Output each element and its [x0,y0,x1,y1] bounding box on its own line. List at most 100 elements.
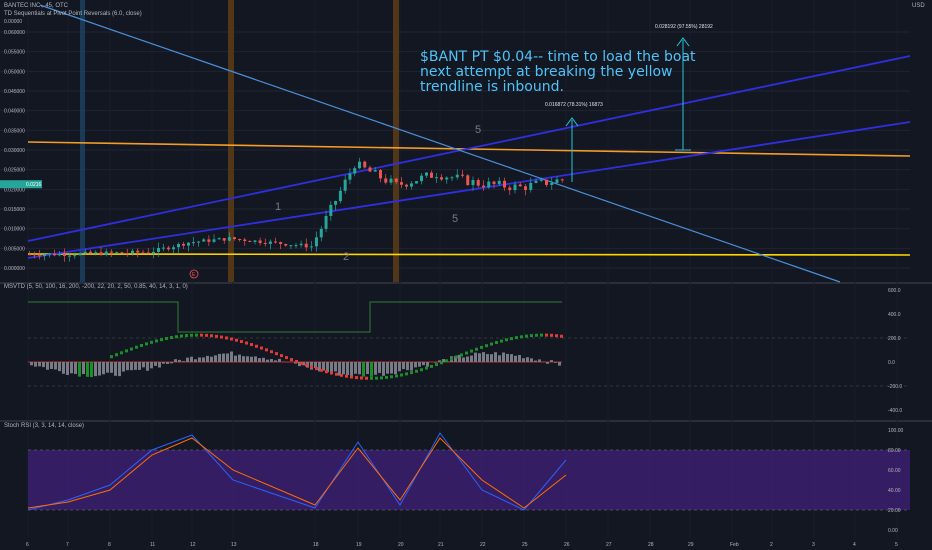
y-tick-label: 0.030000 [4,148,25,154]
candle [48,253,51,255]
msvtd-dot [275,352,278,356]
msvtd-bar [522,358,525,362]
msvtd-dot [470,349,473,353]
msvtd-bar [362,362,365,377]
msvtd-dot [340,373,343,377]
msvtd-bar [62,362,65,374]
candle [141,252,145,254]
msvtd-bar [394,362,397,375]
msvtd-bar [218,353,221,362]
msvtd-bar [382,362,385,376]
msvtd-bar [354,362,357,374]
msvtd-bar [418,362,421,367]
msvtd-bar [466,356,469,362]
x-tick-label: 21 [438,542,444,548]
msvtd-bar [462,357,465,362]
x-tick-label: 7 [66,542,69,548]
candle [400,182,403,185]
annotation-line-1: $BANT PT $0.04-- time to load the boat [420,49,696,65]
msvtd-dot [370,376,373,380]
msvtd-bar [134,362,137,370]
indicator-title[interactable]: TD Sequentials at Pivot Point Reversals … [4,11,142,17]
msvtd-dot [375,376,378,380]
msvtd-bar [122,362,125,372]
candle [560,179,564,181]
candle [167,247,170,250]
msvtd-bar [530,358,533,362]
candle [513,184,517,191]
msvtd-bar [554,362,557,363]
candle [279,242,283,244]
msvtd-dot [310,365,313,369]
msvtd-dot [450,357,453,361]
msvtd-dot [410,371,413,375]
candle [315,237,318,247]
msvtd-bar [82,362,85,375]
stoch-title[interactable]: Stoch RSI (3, 3, 14, 14, close) [4,423,85,429]
msvtd-bar [258,358,261,362]
candle [529,182,533,190]
trendlines [27,4,911,283]
msvtd-title[interactable]: MSVTD (5, 50, 100, 16, 200, -200, 22, 20… [4,284,188,290]
annotation-text[interactable]: $BANT PT $0.04-- time to load the boat n… [420,49,696,95]
msvtd-dot [505,338,508,342]
msvtd-dot [345,374,348,378]
msvtd-dot [220,335,223,339]
msvtd-bar [182,361,185,362]
msvtd-dot [495,341,498,345]
msvtd-bar [54,362,57,370]
candle [233,237,236,240]
msvtd-dot [520,335,523,339]
stoch-tick-label: 40.00 [888,488,901,494]
msvtd-bar [170,362,173,364]
x-tick-label: 4 [853,542,856,548]
y-tick-label: 0.050000 [4,69,25,75]
msvtd-bar [42,362,45,368]
candle [461,174,464,176]
msvtd-dot [540,333,543,337]
msvtd-bar [538,359,541,362]
msvtd-bar [126,362,129,371]
orange-band [393,0,399,282]
msvtd-dot [260,346,263,350]
candle [304,243,308,248]
candle [120,252,124,254]
msvtd-dot [150,340,153,344]
candle [248,241,252,243]
y-tick-label: 0.015000 [4,207,25,213]
symbol-title[interactable]: BANTEC INC., 45, OTC [4,3,69,9]
msvtd-bar [30,362,33,366]
msvtd-dot [325,370,328,374]
msvtd-bar [150,362,153,369]
msvtd-bar [102,362,105,375]
msvtd-bar [226,353,229,362]
msvtd-dot [430,364,433,368]
stoch-tick-label: 60.00 [888,468,901,474]
y-tick-label: 0.010000 [4,227,25,233]
msvtd-dot [440,361,443,365]
msvtd-dot [170,336,173,340]
measure-label-2: 0.028192 (97.55%) 28192 [655,24,713,30]
msvtd-bar [370,362,373,377]
panel-separator [0,282,932,284]
msvtd-bar [270,359,273,362]
msvtd-dot [135,345,138,349]
candle [110,251,113,253]
candle [146,252,150,254]
msvtd-bar [198,357,201,362]
candle [445,177,449,180]
msvtd-bar [242,356,245,362]
candle [222,238,226,241]
msvtd-bar [454,356,457,362]
candle [289,245,293,247]
msvtd-dot [515,336,518,340]
msvtd-bar [210,356,213,362]
x-tick-label: 8 [108,542,111,548]
msvtd-dot [300,361,303,365]
candle [534,180,538,183]
msvtd-dot [420,368,423,372]
yellow-trendline [27,253,911,256]
msvtd-bar [46,362,49,370]
candle [508,187,512,191]
candle [28,254,31,256]
